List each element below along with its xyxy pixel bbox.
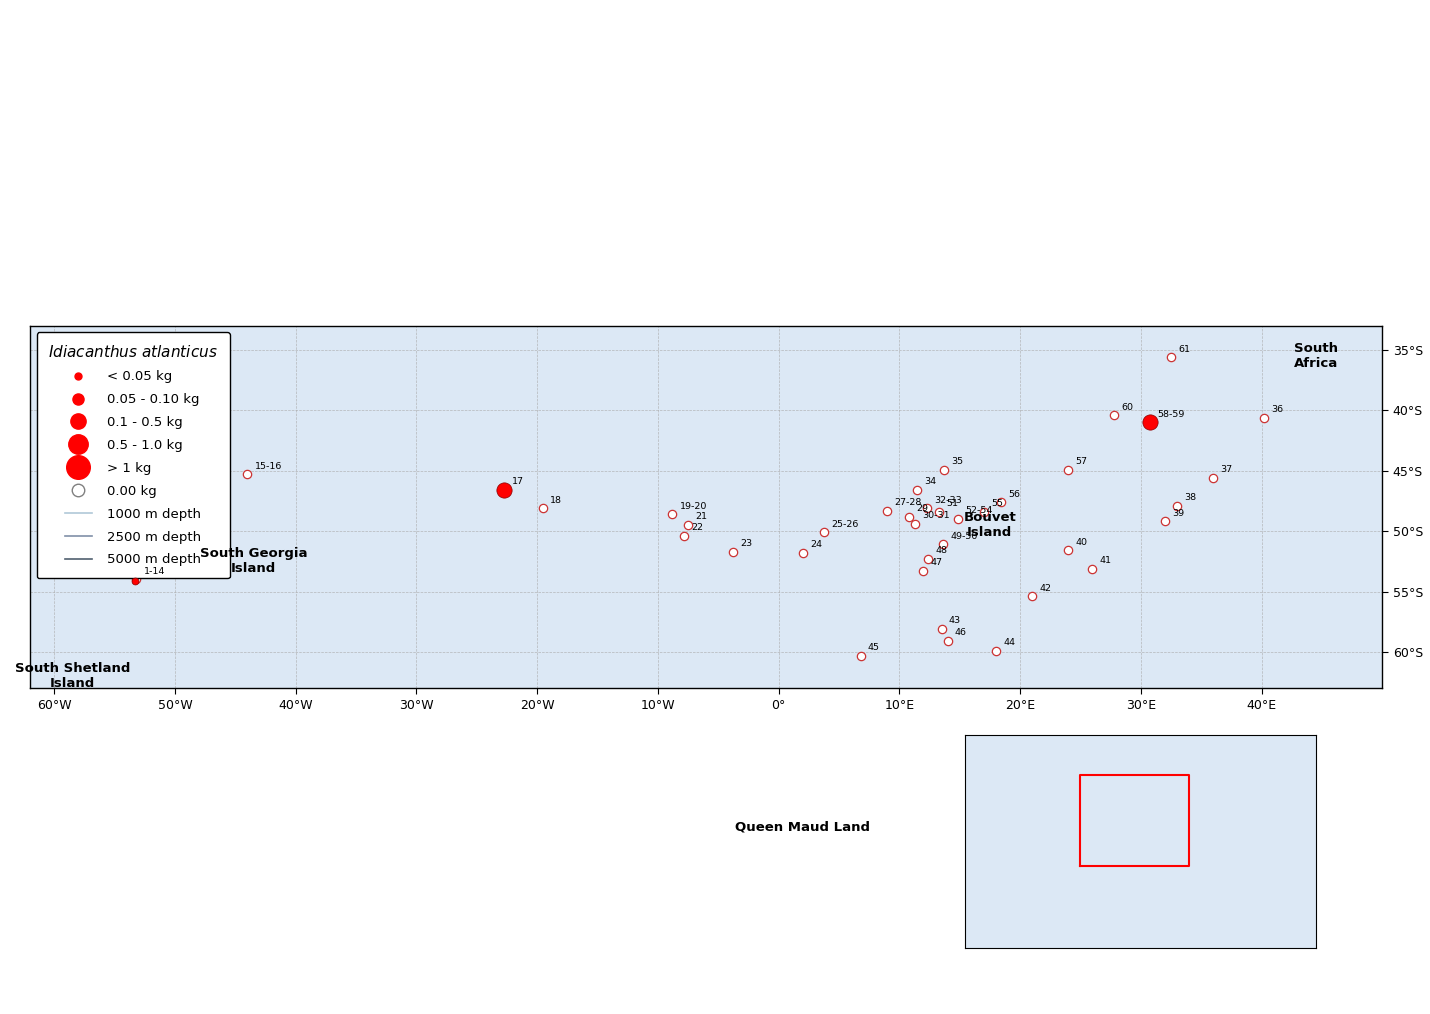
Text: 29: 29	[917, 504, 928, 513]
Text: 52-54: 52-54	[965, 506, 992, 515]
Text: 38: 38	[1184, 493, 1197, 502]
Text: 18: 18	[551, 496, 562, 505]
Text: 19-20: 19-20	[679, 502, 706, 511]
Text: 60: 60	[1121, 403, 1134, 412]
Text: 15-16: 15-16	[255, 461, 282, 470]
Text: 1-14: 1-14	[143, 567, 164, 576]
Text: 58-59: 58-59	[1158, 410, 1185, 419]
Text: 48: 48	[935, 547, 948, 556]
Text: 25-26: 25-26	[832, 520, 859, 528]
Text: South Shetland
Island: South Shetland Island	[14, 662, 130, 691]
Text: 37: 37	[1220, 465, 1233, 475]
Text: 55: 55	[991, 499, 1002, 508]
Text: South
Africa: South Africa	[1294, 342, 1338, 370]
Text: 41: 41	[1100, 556, 1111, 565]
Text: 56: 56	[1008, 490, 1020, 499]
Text: 49-50: 49-50	[950, 531, 977, 540]
Text: 21: 21	[695, 512, 708, 521]
Text: 45: 45	[868, 643, 879, 652]
Text: 51: 51	[947, 499, 958, 508]
Text: 23: 23	[739, 539, 752, 548]
Text: 17: 17	[512, 478, 523, 487]
Text: 24: 24	[809, 540, 822, 550]
Legend: < 0.05 kg, 0.05 - 0.10 kg, 0.1 - 0.5 kg, 0.5 - 1.0 kg, > 1 kg, 0.00 kg, 1000 m d: < 0.05 kg, 0.05 - 0.10 kg, 0.1 - 0.5 kg,…	[37, 333, 230, 578]
Text: 57: 57	[1075, 457, 1088, 466]
Text: 46: 46	[955, 629, 967, 638]
Text: 22: 22	[692, 523, 704, 532]
Text: South Georgia
Island: South Georgia Island	[200, 548, 307, 575]
Text: 34: 34	[925, 478, 937, 487]
Text: 40: 40	[1075, 537, 1088, 547]
Text: Queen Maud Land: Queen Maud Land	[735, 820, 871, 834]
Text: 36: 36	[1271, 405, 1283, 414]
Text: 47: 47	[931, 559, 942, 568]
Text: 35: 35	[951, 457, 964, 466]
Text: 32-33: 32-33	[934, 496, 962, 505]
Text: 39: 39	[1173, 509, 1184, 518]
Text: Bouvet
Island: Bouvet Island	[964, 511, 1017, 539]
Text: 61: 61	[1178, 345, 1190, 354]
Text: 42: 42	[1040, 584, 1051, 593]
Text: 27-28: 27-28	[895, 498, 922, 507]
Text: 30-31: 30-31	[922, 511, 950, 520]
Text: 44: 44	[1004, 638, 1015, 647]
Text: 43: 43	[950, 617, 961, 626]
